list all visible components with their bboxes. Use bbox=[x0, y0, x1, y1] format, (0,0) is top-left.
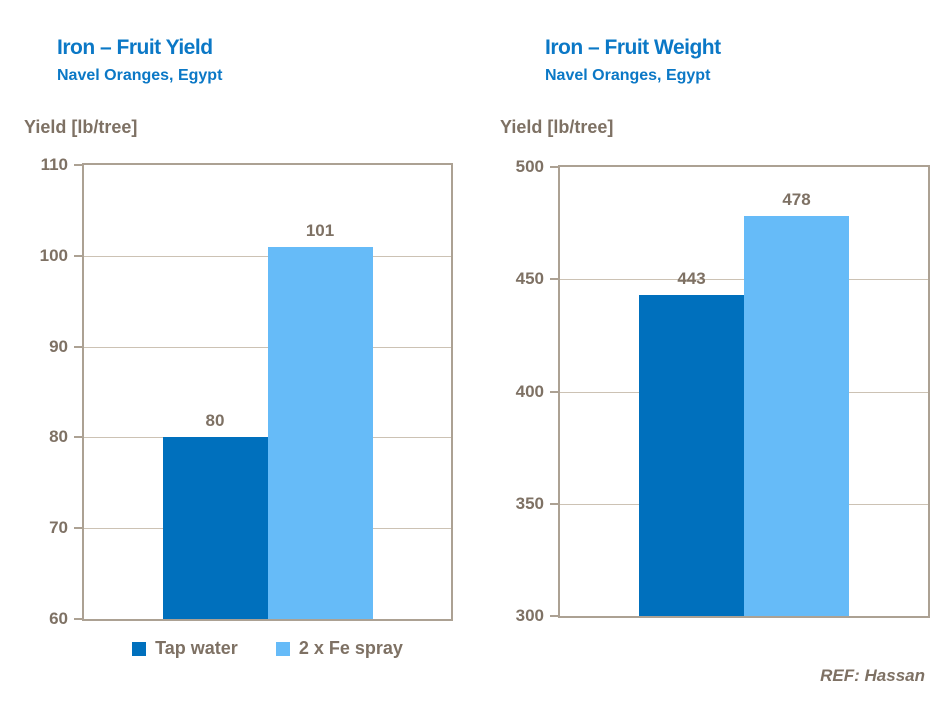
y-axis-tick-label: 500 bbox=[515, 157, 544, 176]
y-axis-tick-label: 300 bbox=[515, 606, 544, 625]
y-axis-tick bbox=[550, 615, 558, 617]
y-axis-tick-label: 400 bbox=[515, 382, 544, 401]
legend-label: Tap water bbox=[155, 638, 238, 658]
y-axis-tick bbox=[74, 255, 82, 257]
bar-tap-water bbox=[162, 437, 268, 619]
y-axis-tick bbox=[74, 527, 82, 529]
y-axis-tick-label: 90 bbox=[49, 337, 68, 356]
plot-area: 80 101 bbox=[82, 163, 453, 621]
left-chart-subtitle: Navel Oranges, Egypt bbox=[57, 67, 223, 84]
y-axis-tick-label: 100 bbox=[39, 246, 68, 265]
legend-label: 2 x Fe spray bbox=[298, 638, 403, 658]
bar-value-label: 443 bbox=[677, 269, 706, 288]
y-axis-tick bbox=[550, 503, 558, 505]
y-axis-tick bbox=[74, 436, 82, 438]
plot-area: 443 478 bbox=[558, 165, 930, 618]
y-axis-tick-label: 110 bbox=[40, 155, 68, 174]
legend-swatch bbox=[132, 641, 147, 656]
legend-item: Tap water bbox=[132, 638, 238, 659]
right-chart-axis-label: Yield [lb/tree] bbox=[500, 117, 614, 137]
y-axis-tick bbox=[550, 278, 558, 280]
y-axis-tick bbox=[550, 391, 558, 393]
y-axis-tick-label: 80 bbox=[49, 427, 68, 446]
y-axis-tick-label: 450 bbox=[515, 269, 544, 288]
reference-note: REF: Hassan bbox=[820, 666, 925, 685]
y-axis-tick bbox=[74, 618, 82, 620]
legend-swatch bbox=[275, 641, 290, 656]
y-axis-tick bbox=[74, 164, 82, 166]
chart-legend: Tap water 2 x Fe spray bbox=[82, 638, 453, 659]
left-chart-axis-label: Yield [lb/tree] bbox=[24, 117, 138, 137]
y-axis-tick-label: 60 bbox=[49, 609, 68, 628]
y-axis-tick bbox=[74, 346, 82, 348]
right-chart-subtitle: Navel Oranges, Egypt bbox=[545, 67, 711, 84]
bar-value-label: 478 bbox=[782, 190, 811, 209]
legend-item: 2 x Fe spray bbox=[275, 638, 403, 659]
bar-value-label: 101 bbox=[305, 221, 335, 240]
y-axis-tick-label: 70 bbox=[49, 518, 68, 537]
left-chart-title: Iron – Fruit Yield bbox=[57, 36, 213, 59]
bar-2-x-fe-spray bbox=[744, 216, 849, 616]
right-chart-title: Iron – Fruit Weight bbox=[545, 36, 721, 59]
bar-tap-water bbox=[639, 295, 744, 616]
bar-value-label: 80 bbox=[205, 411, 225, 430]
bar-2-x-fe-spray bbox=[267, 247, 373, 619]
y-axis-tick bbox=[550, 166, 558, 168]
y-axis-tick-label: 350 bbox=[515, 494, 544, 513]
